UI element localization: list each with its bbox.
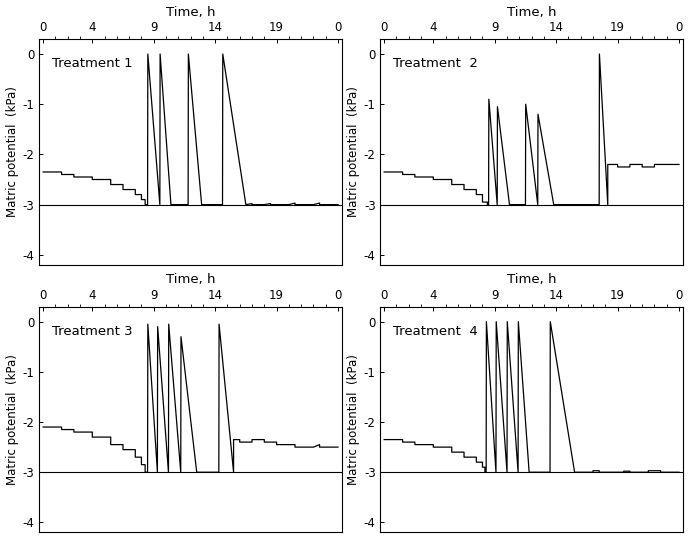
X-axis label: Time, h: Time, h bbox=[507, 5, 556, 18]
Text: Treatment  4: Treatment 4 bbox=[393, 324, 477, 338]
Text: Treatment 3: Treatment 3 bbox=[52, 324, 132, 338]
Y-axis label: Matric potential  (kPa): Matric potential (kPa) bbox=[347, 87, 360, 217]
X-axis label: Time, h: Time, h bbox=[166, 5, 216, 18]
Y-axis label: Matric potential  (kPa): Matric potential (kPa) bbox=[6, 354, 19, 485]
Text: Treatment  2: Treatment 2 bbox=[393, 57, 477, 70]
Y-axis label: Matric potential  (kPa): Matric potential (kPa) bbox=[347, 354, 360, 485]
X-axis label: Time, h: Time, h bbox=[166, 273, 216, 286]
Text: Treatment 1: Treatment 1 bbox=[52, 57, 132, 70]
Y-axis label: Matric potential  (kPa): Matric potential (kPa) bbox=[6, 87, 19, 217]
X-axis label: Time, h: Time, h bbox=[507, 273, 556, 286]
